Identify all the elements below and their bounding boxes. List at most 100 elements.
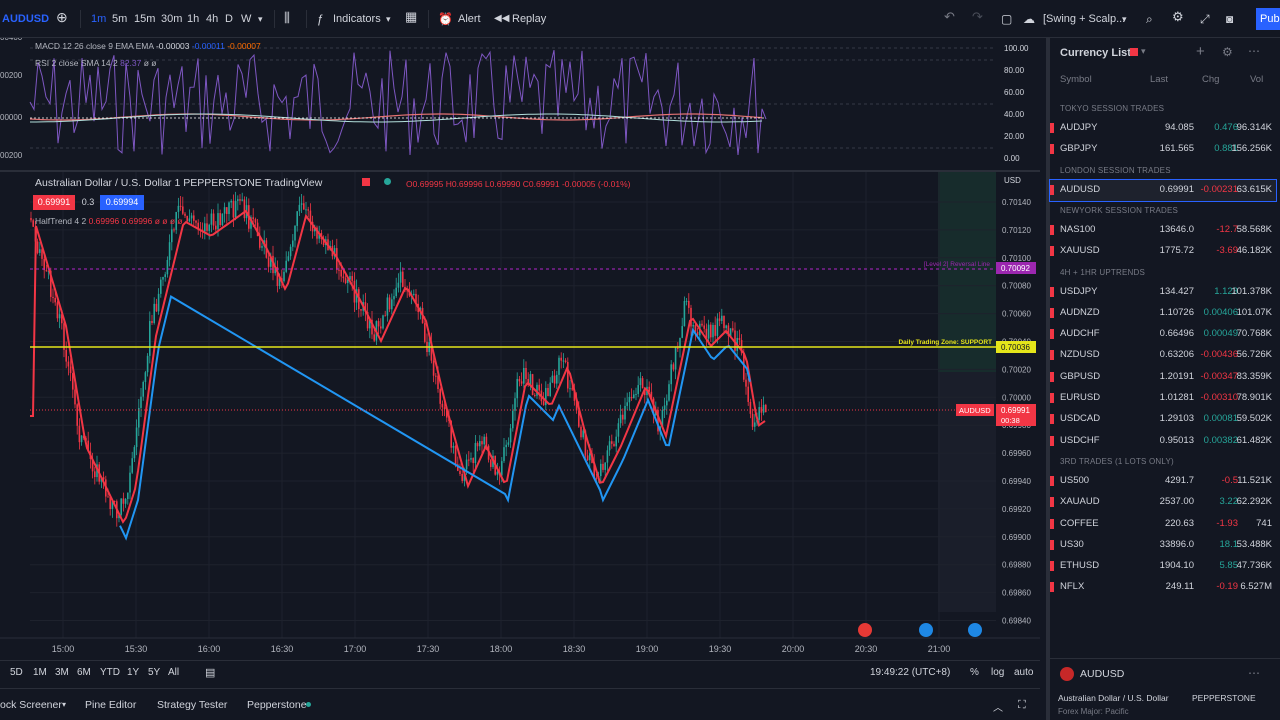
publish-button[interactable]: Publ — [1256, 8, 1280, 30]
flag-icon[interactable] — [1050, 224, 1054, 235]
flag-icon[interactable] — [1050, 435, 1054, 446]
flag-icon[interactable] — [1050, 414, 1054, 425]
buy-button[interactable]: 0.69994 — [100, 195, 144, 210]
watchlist-row-coffee[interactable]: COFFEE 220.63 -1.93 741 — [1050, 514, 1276, 535]
indicators-icon[interactable]: ƒ — [317, 12, 324, 26]
range-all[interactable]: All — [168, 667, 180, 678]
log-toggle[interactable]: log — [991, 667, 1005, 678]
date-range-icon[interactable]: ▤ — [205, 667, 216, 679]
flag-icon[interactable] — [1050, 561, 1054, 572]
rsi-legend[interactable]: RSI 2 close SMA 14 2 82.37 ø ø — [35, 58, 156, 68]
watchlist-section-header[interactable]: 4H + 1HR UPTRENDS — [1060, 267, 1145, 277]
range-1y[interactable]: 1Y — [127, 667, 140, 678]
interval-1h[interactable]: 1h — [187, 13, 200, 25]
col-vol[interactable]: Vol — [1250, 74, 1264, 85]
replay-button[interactable]: Replay — [512, 13, 547, 25]
expand-icon[interactable]: ⤢ — [1200, 12, 1210, 26]
maximize-icon[interactable]: ⛶ — [1018, 699, 1026, 711]
flag-icon[interactable] — [1050, 123, 1054, 133]
watchlist-row-gbpusd[interactable]: GBPUSD 1.20191 -0.00347 83.359K — [1050, 367, 1276, 388]
interval-5m[interactable]: 5m — [112, 13, 128, 25]
flag-icon[interactable] — [1050, 518, 1054, 529]
chevron-down-icon[interactable]: ▾ — [258, 14, 263, 24]
watchlist-row-audchf[interactable]: AUDCHF 0.66496 0.00049 70.768K — [1050, 324, 1276, 345]
flag-icon[interactable] — [362, 178, 370, 186]
range-5d[interactable]: 5D — [10, 667, 23, 678]
watchlist-row-usdcad[interactable]: USDCAD 1.29103 0.00081 59.502K — [1050, 409, 1276, 430]
interval-w[interactable]: W — [241, 13, 252, 25]
flag-icon[interactable] — [1050, 497, 1054, 508]
flag-icon[interactable] — [1050, 329, 1054, 340]
watchlist-row-us500[interactable]: US500 4291.7 -0.5 11.521K — [1050, 471, 1276, 492]
add-symbol-icon[interactable]: + — [1196, 43, 1205, 60]
detail-symbol[interactable]: AUDUSD — [1080, 668, 1125, 680]
halftrend-legend[interactable]: HalfTrend 4 2 0.69996 0.69996 ø ø ø ø — [35, 216, 183, 226]
range-3m[interactable]: 3M — [55, 667, 69, 678]
gear-icon[interactable]: ⚙ — [1172, 9, 1184, 24]
watchlist-section-header[interactable]: NEWYORK SESSION TRADES — [1060, 205, 1179, 215]
tab-pepperstone[interactable]: Pepperstone — [247, 699, 307, 711]
interval-4h[interactable]: 4h — [206, 13, 219, 25]
flag-icon[interactable] — [1050, 184, 1054, 195]
replay-icon[interactable]: ◀◀ — [494, 13, 510, 24]
price-chart[interactable]: [Level 2] Reversal Line Daily Trading Zo… — [0, 33, 1040, 658]
flag-icon[interactable] — [1050, 582, 1054, 593]
watchlist-row-eurusd[interactable]: EURUSD 1.01281 -0.00310 78.901K — [1050, 388, 1276, 409]
col-last[interactable]: Last — [1150, 74, 1168, 85]
flag-icon[interactable] — [1050, 393, 1054, 403]
watchlist-row-xauusd[interactable]: XAUUSD 1775.72 -3.69 46.182K — [1050, 241, 1276, 262]
watchlist-row-usdjpy[interactable]: USDJPY 134.427 1.123 101.378K — [1050, 282, 1276, 303]
more-icon[interactable]: ⋯ — [1248, 666, 1260, 680]
flag-icon[interactable] — [1050, 475, 1054, 486]
chevron-down-icon[interactable]: ▾ — [62, 700, 67, 709]
candle-style-icon[interactable]: ⫼ — [284, 10, 290, 25]
tab-pine-editor[interactable]: Pine Editor — [85, 699, 137, 711]
alert-icon[interactable]: ⏰ — [438, 12, 453, 26]
range-6m[interactable]: 6M — [77, 667, 91, 678]
watchlist-title[interactable]: Currency List — [1060, 47, 1131, 59]
sell-button[interactable]: 0.69991 — [33, 195, 75, 210]
watchlist-row-nas100[interactable]: NAS100 13646.0 -12.7 58.568K — [1050, 220, 1276, 241]
watchlist-row-gbpjpy[interactable]: GBPJPY 161.565 0.881 156.256K — [1050, 139, 1276, 160]
alert-button[interactable]: Alert — [458, 13, 481, 25]
search-icon[interactable]: ⌕ — [1146, 12, 1153, 26]
col-symbol[interactable]: Symbol — [1060, 74, 1092, 85]
cloud-icon[interactable]: ☁ — [1023, 12, 1035, 26]
interval-d[interactable]: D — [225, 13, 233, 25]
interval-15m[interactable]: 15m — [134, 13, 156, 25]
collapse-icon[interactable]: ︿ — [993, 703, 1003, 714]
add-symbol-icon[interactable]: ⊕ — [56, 9, 68, 25]
interval-30m[interactable]: 30m — [161, 13, 183, 25]
tab-stock-screener[interactable]: ock Screener — [0, 699, 62, 711]
tab-strategy-tester[interactable]: Strategy Tester — [157, 699, 228, 711]
fullscreen-icon[interactable]: ▢ — [1001, 12, 1013, 26]
watchlist-row-nzdusd[interactable]: NZDUSD 0.63206 -0.00436 56.726K — [1050, 345, 1276, 366]
redo-icon[interactable]: ↷ — [972, 9, 983, 24]
flag-icon[interactable] — [1050, 350, 1054, 361]
interval-1m[interactable]: 1m — [91, 13, 107, 25]
chevron-down-icon[interactable]: ▾ — [1122, 14, 1127, 24]
watchlist-row-usdchf[interactable]: USDCHF 0.95013 0.00382 61.482K — [1050, 431, 1276, 452]
percent-toggle[interactable]: % — [970, 667, 979, 678]
watchlist-row-nflx[interactable]: NFLX 249.11 -0.19 6.527M — [1050, 577, 1276, 598]
gear-icon[interactable]: ⚙ — [1222, 45, 1233, 59]
watchlist-row-audnzd[interactable]: AUDNZD 1.10726 0.00406 101.07K — [1050, 303, 1276, 324]
flag-icon[interactable] — [1050, 246, 1054, 257]
symbol-search[interactable]: AUDUSD — [2, 13, 50, 25]
clock[interactable]: 19:49:22 (UTC+8) — [870, 667, 951, 678]
camera-icon[interactable]: ◙ — [1226, 12, 1234, 26]
symbol-title[interactable]: Australian Dollar / U.S. Dollar 1 PEPPER… — [35, 177, 323, 189]
chart-area[interactable]: [Level 2] Reversal Line Daily Trading Zo… — [0, 33, 1040, 658]
flag-icon[interactable] — [1050, 286, 1054, 297]
flag-icon[interactable] — [1050, 539, 1054, 550]
col-chg[interactable]: Chg — [1202, 74, 1220, 85]
range-ytd[interactable]: YTD — [100, 667, 120, 678]
flag-icon[interactable] — [1050, 371, 1054, 382]
macd-legend[interactable]: MACD 12 26 close 9 EMA EMA -0.00003 -0.0… — [35, 41, 261, 51]
watchlist-row-audjpy[interactable]: AUDJPY 94.085 0.476 96.314K — [1050, 118, 1276, 139]
watchlist-row-xauaud[interactable]: XAUAUD 2537.00 3.22 62.292K — [1050, 492, 1276, 513]
range-1m[interactable]: 1M — [33, 667, 47, 678]
watchlist-section-header[interactable]: TOKYO SESSION TRADES — [1060, 104, 1165, 113]
more-icon[interactable]: ⋯ — [1248, 44, 1260, 58]
watchlist-row-us30[interactable]: US30 33896.0 18.1 53.488K — [1050, 535, 1276, 556]
